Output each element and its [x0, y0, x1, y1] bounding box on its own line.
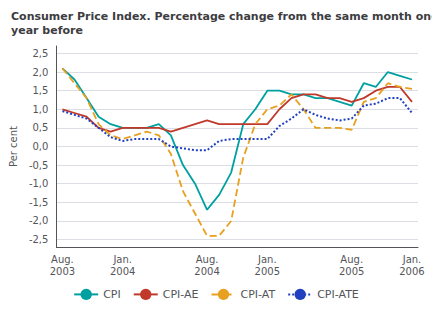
svg-text:Aug.: Aug.	[51, 254, 74, 265]
svg-text:-2,0: -2,0	[29, 215, 49, 226]
svg-text:-1,0: -1,0	[29, 178, 49, 189]
svg-text:Consumer Price Index. Percenta: Consumer Price Index. Percentage change …	[11, 10, 432, 23]
svg-text:Jan.: Jan.	[112, 254, 132, 265]
svg-text:Per cent: Per cent	[8, 126, 19, 167]
svg-text:0,0: 0,0	[33, 141, 49, 152]
svg-text:-1,5: -1,5	[29, 197, 49, 208]
svg-text:2,0: 2,0	[33, 67, 49, 78]
svg-text:Jan.: Jan.	[402, 254, 422, 265]
svg-text:2004: 2004	[194, 266, 219, 277]
svg-text:Aug.: Aug.	[196, 254, 219, 265]
svg-text:CPI-AE: CPI-AE	[163, 288, 199, 301]
svg-text:2004: 2004	[110, 266, 135, 277]
svg-text:2005: 2005	[339, 266, 364, 277]
svg-text:Aug.: Aug.	[340, 254, 363, 265]
svg-text:2003: 2003	[50, 266, 75, 277]
svg-text:0,5: 0,5	[33, 122, 49, 133]
svg-text:Jan.: Jan.	[257, 254, 277, 265]
svg-text:CPI-AT: CPI-AT	[241, 288, 276, 301]
svg-text:2006: 2006	[399, 266, 424, 277]
svg-text:2005: 2005	[255, 266, 280, 277]
svg-text:year before: year before	[11, 24, 83, 37]
svg-text:1,0: 1,0	[33, 104, 49, 115]
svg-text:1,5: 1,5	[33, 85, 49, 96]
svg-text:-2,5: -2,5	[29, 234, 49, 245]
svg-text:CPI-ATE: CPI-ATE	[317, 288, 359, 301]
svg-text:CPI: CPI	[103, 288, 121, 301]
svg-text:2,5: 2,5	[33, 48, 49, 59]
svg-text:-0,5: -0,5	[29, 160, 49, 171]
